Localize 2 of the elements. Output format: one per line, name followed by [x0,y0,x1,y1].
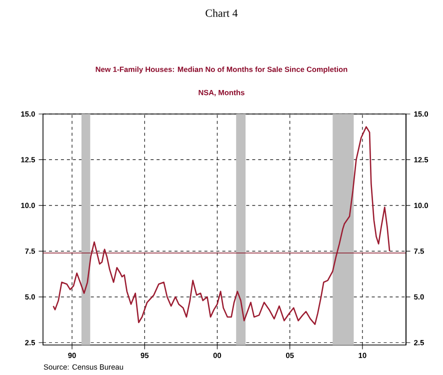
line-series [52,126,390,325]
chart-title: Chart 4 [206,9,238,17]
